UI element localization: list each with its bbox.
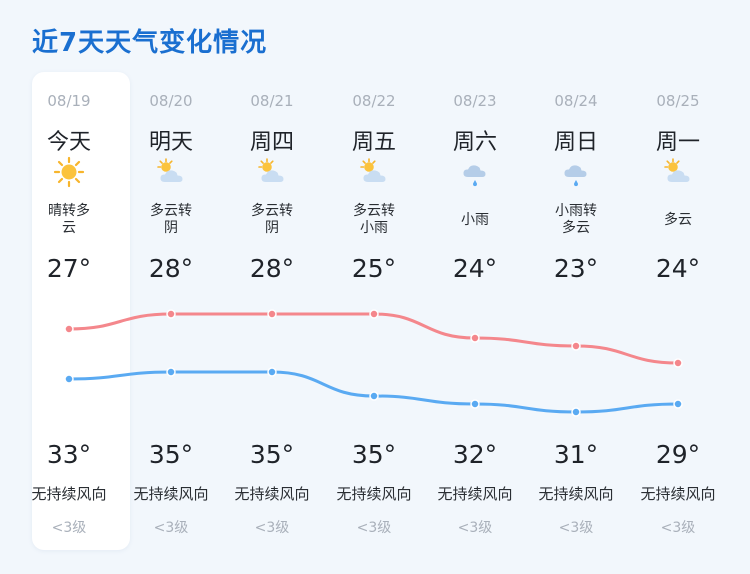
forecast-day: 周四 [249, 130, 294, 155]
wind-direction: 无持续风向 [234, 485, 310, 503]
weather-description-box: 晴转多云 [20, 202, 118, 238]
high-temp: 23° [553, 254, 599, 283]
low-temp: 31° [553, 440, 599, 469]
wind-direction: 无持续风向 [437, 485, 513, 503]
wind-level: <3级 [254, 520, 290, 536]
partly-cloudy-icon [358, 156, 390, 188]
high-temp: 28° [249, 254, 295, 283]
weather-description: 晴转多云 [48, 203, 90, 236]
high-temp: 24° [655, 254, 701, 283]
forecast-day: 周六 [452, 130, 497, 155]
day-column: 08/24 周日小雨转多云 23° 31° 无持续风向 <3级 [527, 72, 625, 550]
high-temp: 25° [351, 254, 397, 283]
forecast-date: 08/25 [656, 92, 700, 110]
weather-description-box: 多云转阴 [223, 202, 321, 238]
forecast-date: 08/22 [352, 92, 396, 110]
rain-icon [560, 156, 592, 188]
wind-direction: 无持续风向 [336, 485, 412, 503]
high-temp: 28° [148, 254, 194, 283]
weather-description-box: 小雨转多云 [527, 202, 625, 238]
low-temp: 29° [655, 440, 701, 469]
high-temp-curve [68, 312, 679, 365]
rain-icon [459, 156, 491, 188]
wind-level: <3级 [51, 520, 87, 536]
high-temp-point [673, 358, 683, 368]
high-temp-point [64, 324, 74, 334]
wind-level: <3级 [356, 520, 392, 536]
weather-description: 小雨 [461, 211, 489, 228]
low-temp: 35° [249, 440, 295, 469]
low-temp-point [673, 399, 683, 409]
high-temp-point [267, 309, 277, 319]
low-temp-point [267, 367, 277, 377]
low-temp-point [571, 407, 581, 417]
page-title: 近7天天气变化情况 [32, 28, 268, 58]
high-temp-point [369, 309, 379, 319]
forecast-date: 08/24 [554, 92, 598, 110]
high-temp-point [470, 333, 480, 343]
low-temp-point [470, 399, 480, 409]
weather-description-box: 多云 [629, 202, 727, 238]
high-temp: 27° [46, 254, 92, 283]
weather-description: 多云转阴 [150, 203, 192, 236]
day-column: 08/20 明天多云转阴 28° 35° 无持续风向 <3级 [122, 72, 220, 550]
forecast-date: 08/21 [250, 92, 294, 110]
weather-description-box: 多云转阴 [122, 202, 220, 238]
weather-description: 多云 [664, 211, 692, 228]
forecast-day: 周五 [351, 130, 396, 155]
forecast-day: 今天 [46, 130, 91, 155]
wind-direction: 无持续风向 [133, 485, 209, 503]
forecast-day: 周日 [553, 130, 598, 155]
weather-description-box: 多云转小雨 [325, 202, 423, 238]
low-temp: 35° [351, 440, 397, 469]
low-temp-point [369, 391, 379, 401]
low-temp: 33° [46, 440, 92, 469]
partly-cloudy-icon [256, 156, 288, 188]
wind-level: <3级 [558, 520, 594, 536]
day-column: 08/21 周四多云转阴 28° 35° 无持续风向 <3级 [223, 72, 321, 550]
partly-cloudy-icon [662, 156, 694, 188]
wind-level: <3级 [660, 520, 696, 536]
wind-direction: 无持续风向 [640, 485, 716, 503]
forecast-date: 08/19 [47, 92, 91, 110]
day-column: 08/22 周五多云转小雨 25° 35° 无持续风向 <3级 [325, 72, 423, 550]
wind-level: <3级 [153, 520, 189, 536]
high-temp-point [166, 309, 176, 319]
forecast-day: 明天 [148, 130, 193, 155]
high-temp: 24° [452, 254, 498, 283]
forecast-day: 周一 [655, 130, 700, 155]
low-temp-point [166, 367, 176, 377]
wind-level: <3级 [457, 520, 493, 536]
weather-description: 小雨转多云 [555, 203, 597, 236]
weather-description: 多云转阴 [251, 203, 293, 236]
low-temp: 35° [148, 440, 194, 469]
partly-cloudy-icon [155, 156, 187, 188]
high-temp-point [571, 341, 581, 351]
forecast-date: 08/23 [453, 92, 497, 110]
wind-direction: 无持续风向 [538, 485, 614, 503]
day-column: 08/25 周一多云 24° 29° 无持续风向 <3级 [629, 72, 727, 550]
forecast-date: 08/20 [149, 92, 193, 110]
day-column: 08/19 今天晴转多云 27° 33° 无持续风向 <3级 [20, 72, 118, 550]
low-temp: 32° [452, 440, 498, 469]
wind-direction: 无持续风向 [31, 485, 107, 503]
low-temp-point [64, 374, 74, 384]
today-highlight-card [32, 72, 130, 550]
day-column: 08/23 周六小雨 24° 32° 无持续风向 <3级 [426, 72, 524, 550]
weather-description: 多云转小雨 [353, 203, 395, 236]
weather-description-box: 小雨 [426, 202, 524, 238]
sun-icon [53, 156, 85, 188]
